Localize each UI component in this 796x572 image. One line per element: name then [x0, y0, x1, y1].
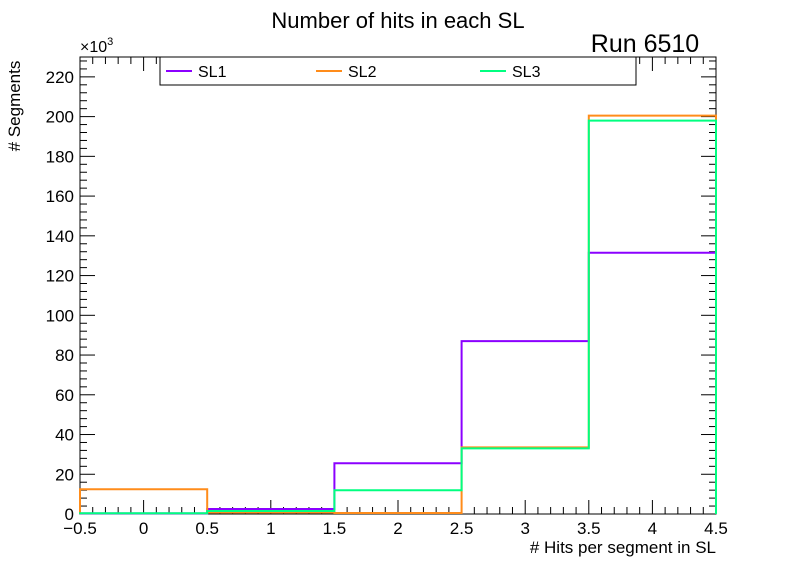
y-tick-label: 80 — [55, 346, 74, 365]
x-tick-label: 1 — [266, 519, 275, 538]
y-tick-label: 220 — [46, 68, 74, 87]
x-tick-label: 3 — [520, 519, 529, 538]
y-tick-label: 40 — [55, 426, 74, 445]
y-tick-label: 140 — [46, 227, 74, 246]
y-axis-label: # Segments — [5, 61, 24, 152]
legend-label-sl3: SL3 — [512, 64, 541, 81]
x-tick-label: 4.5 — [704, 519, 728, 538]
x-tick-label: 2.5 — [450, 519, 474, 538]
y-tick-label: 100 — [46, 306, 74, 325]
x-tick-label: 2 — [393, 519, 402, 538]
histogram-series — [79, 114, 717, 515]
x-tick-label: 3.5 — [577, 519, 601, 538]
series-sl1 — [79, 251, 717, 515]
x-axis-label: # Hits per segment in SL — [530, 538, 716, 557]
chart-title: Number of hits in each SL — [271, 8, 524, 33]
y-tick-label: 20 — [55, 465, 74, 484]
y-tick-label: 60 — [55, 386, 74, 405]
y-axis: 0 20 40 60 80 100 120 140 160 180 200 220 — [46, 60, 716, 524]
y-multiplier: ×103 — [80, 36, 113, 56]
y-tick-label: 0 — [65, 505, 74, 524]
x-axis: −0.5 0 0.5 1 1.5 2 2.5 3 3.5 4 4.5 — [63, 57, 728, 538]
series-sl3 — [79, 119, 717, 515]
y-tick-label: 180 — [46, 147, 74, 166]
x-tick-label: −0.5 — [63, 519, 97, 538]
x-tick-label: 0 — [139, 519, 148, 538]
legend-label-sl2: SL2 — [348, 64, 377, 81]
run-label: Run 6510 — [591, 30, 699, 58]
legend-box — [159, 56, 637, 86]
plot-frame — [79, 56, 717, 515]
y-tick-label: 120 — [46, 267, 74, 286]
y-tick-label: 200 — [46, 108, 74, 127]
legend-label-sl1: SL1 — [198, 64, 227, 81]
y-tick-label: 160 — [46, 187, 74, 206]
legend: SL1 SL2 SL3 — [159, 56, 637, 86]
x-tick-label: 0.5 — [195, 519, 219, 538]
series-sl2 — [79, 114, 717, 514]
x-tick-label: 4 — [648, 519, 657, 538]
x-tick-label: 1.5 — [323, 519, 347, 538]
